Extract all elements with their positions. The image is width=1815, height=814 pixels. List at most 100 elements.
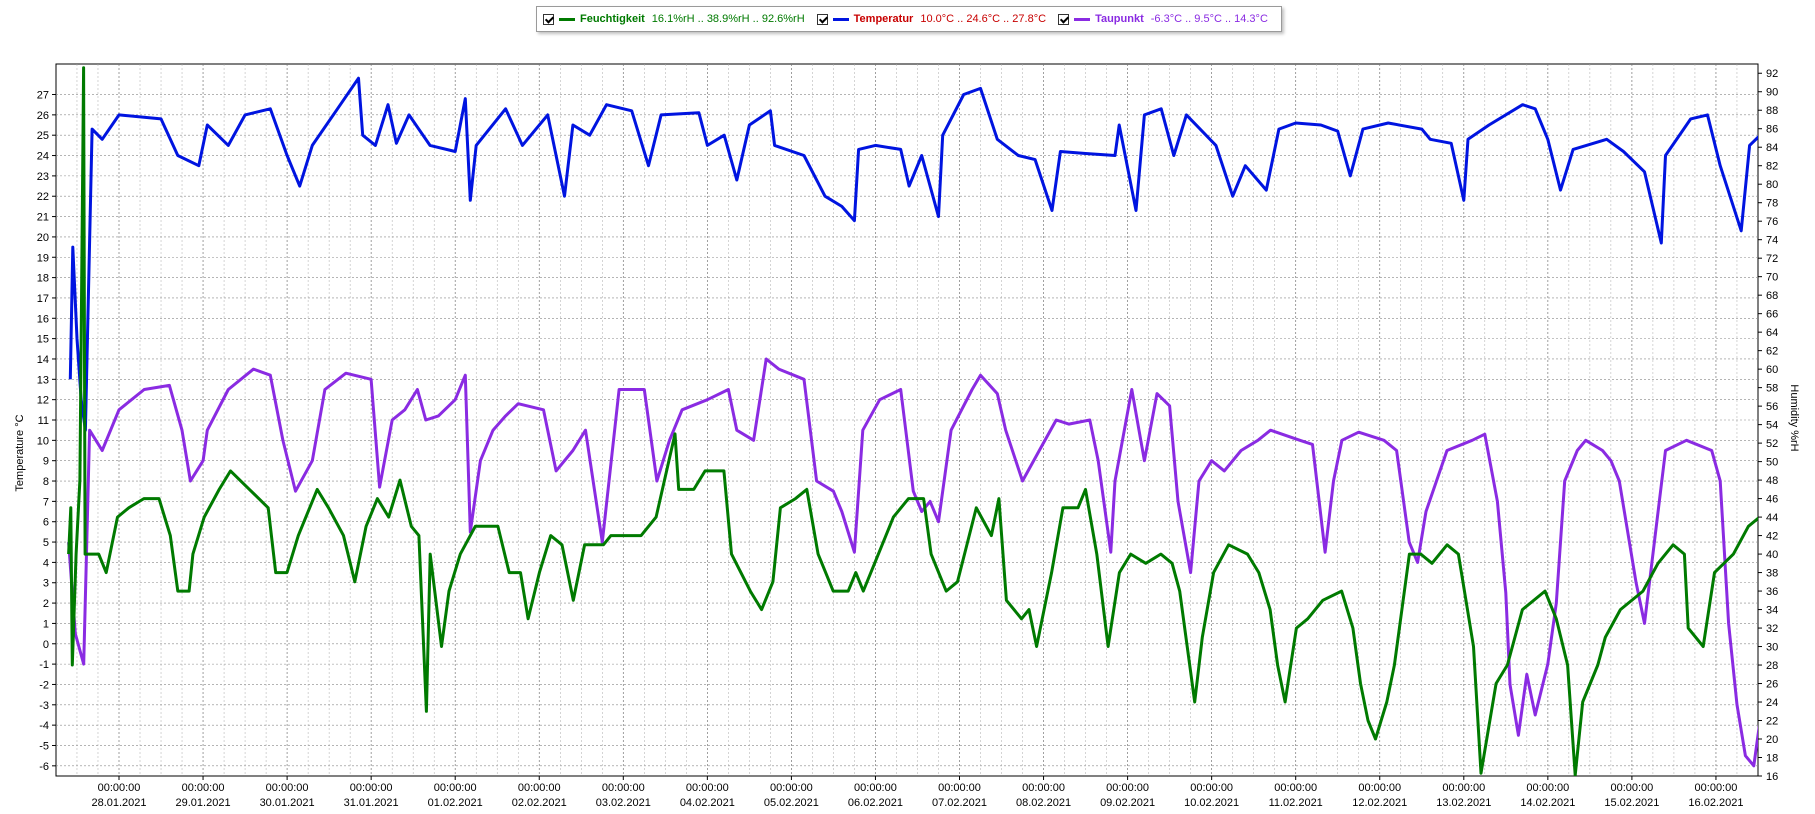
- y-tick-label-right: 48: [1766, 475, 1778, 487]
- swatch-feuchtigkeit: [559, 17, 575, 21]
- y-tick-label-left: 25: [37, 130, 49, 142]
- y-tick-label-left: 11: [38, 415, 49, 427]
- y-tick-label-left: 15: [37, 334, 49, 346]
- y-tick-label-right: 56: [1766, 401, 1778, 413]
- x-tick-date-label: 15.02.2021: [1604, 797, 1659, 809]
- y-tick-label-left: 24: [37, 151, 49, 163]
- y-tick-label-left: 8: [43, 476, 49, 488]
- x-tick-date-label: 11.02.2021: [1269, 797, 1323, 809]
- y-tick-label-right: 16: [1766, 771, 1778, 783]
- checkbox-temperatur[interactable]: [816, 13, 828, 25]
- y-tick-label-left: -5: [39, 740, 49, 752]
- x-tick-time-label: 00:00:00: [98, 782, 141, 794]
- y-tick-label-right: 78: [1766, 198, 1778, 210]
- y-tick-label-left: 26: [37, 110, 49, 122]
- swatch-temperatur: [832, 17, 849, 21]
- y-tick-label-right: 90: [1766, 87, 1778, 99]
- y-tick-label-left: 0: [43, 639, 49, 651]
- x-tick-time-label: 00:00:00: [434, 782, 477, 794]
- x-tick-date-label: 02.02.2021: [512, 797, 567, 809]
- x-tick-date-label: 05.02.2021: [764, 797, 819, 809]
- y-tick-label-right: 74: [1766, 235, 1778, 247]
- y-tick-label-right: 44: [1766, 512, 1778, 524]
- y-tick-label-right: 54: [1766, 420, 1778, 432]
- x-tick-date-label: 14.02.2021: [1520, 797, 1575, 809]
- y-tick-label-left: 14: [37, 354, 49, 366]
- checkbox-feuchtigkeit[interactable]: [543, 13, 554, 25]
- legend-range-temperatur: 10.0°C .. 24.6°C .. 27.8°C: [920, 13, 1047, 25]
- y-tick-label-right: 80: [1766, 179, 1778, 191]
- x-tick-date-label: 09.02.2021: [1100, 797, 1155, 809]
- x-tick-time-label: 00:00:00: [1274, 782, 1317, 794]
- x-tick-time-label: 00:00:00: [1190, 782, 1233, 794]
- y-tick-label-left: 18: [37, 273, 49, 285]
- x-tick-date-label: 31.01.2021: [344, 797, 399, 809]
- x-tick-time-label: 00:00:00: [350, 782, 393, 794]
- y-tick-label-right: 68: [1766, 290, 1778, 302]
- x-tick-date-label: 06.02.2021: [848, 797, 903, 809]
- x-tick-time-label: 00:00:00: [266, 782, 309, 794]
- y-tick-label-right: 30: [1766, 642, 1778, 654]
- y-tick-label-left: -6: [39, 761, 49, 773]
- x-tick-time-label: 00:00:00: [1106, 782, 1149, 794]
- y-tick-label-left: -2: [39, 679, 49, 691]
- y-tick-label-right: 66: [1766, 309, 1778, 321]
- y-tick-label-left: 5: [43, 537, 49, 549]
- y-tick-label-right: 34: [1766, 605, 1778, 617]
- y-tick-label-left: 23: [37, 171, 49, 183]
- legend-item-temperatur[interactable]: Temperatur 10.0°C .. 24.6°C .. 27.8°C: [816, 13, 1052, 25]
- x-tick-date-label: 03.02.2021: [596, 797, 651, 809]
- y-tick-label-right: 28: [1766, 660, 1778, 672]
- x-tick-time-label: 00:00:00: [1358, 782, 1401, 794]
- x-tick-time-label: 00:00:00: [1526, 782, 1569, 794]
- y-tick-label-right: 88: [1766, 105, 1778, 117]
- y-tick-label-left: 10: [37, 435, 49, 447]
- x-tick-time-label: 00:00:00: [938, 782, 981, 794]
- x-tick-time-label: 00:00:00: [854, 782, 897, 794]
- y-tick-label-left: 1: [43, 618, 49, 630]
- y-tick-label-right: 70: [1766, 272, 1778, 284]
- y-tick-label-right: 22: [1766, 716, 1778, 728]
- y-tick-label-left: 6: [43, 517, 49, 529]
- x-tick-date-label: 16.02.2021: [1688, 797, 1743, 809]
- x-tick-date-label: 08.02.2021: [1016, 797, 1071, 809]
- x-tick-date-label: 12.02.2021: [1352, 797, 1407, 809]
- x-tick-date-label: 28.01.2021: [91, 797, 146, 809]
- y-tick-label-left: 9: [43, 456, 49, 468]
- y-tick-label-right: 26: [1766, 679, 1778, 691]
- y-tick-label-right: 50: [1766, 457, 1778, 469]
- y-tick-label-right: 42: [1766, 531, 1778, 543]
- legend-item-taupunkt[interactable]: Taupunkt -6.3°C .. 9.5°C .. 14.3°C: [1058, 13, 1274, 25]
- y-tick-label-left: 7: [43, 496, 49, 508]
- y-tick-label-right: 46: [1766, 494, 1778, 506]
- y-tick-label-left: -1: [39, 659, 49, 671]
- y-tick-label-left: -3: [39, 700, 49, 712]
- y-tick-label-right: 82: [1766, 161, 1778, 173]
- y-tick-label-right: 38: [1766, 568, 1778, 580]
- y-tick-label-right: 62: [1766, 346, 1778, 358]
- x-tick-date-label: 01.02.2021: [428, 797, 483, 809]
- y-tick-label-right: 18: [1766, 753, 1778, 765]
- x-tick-time-label: 00:00:00: [518, 782, 561, 794]
- swatch-taupunkt: [1074, 17, 1091, 21]
- y-tick-label-right: 92: [1766, 68, 1778, 80]
- legend-item-feuchtigkeit[interactable]: Feuchtigkeit 16.1%rH .. 38.9%rH .. 92.6%…: [543, 13, 811, 25]
- series-line-taupunkt: [67, 357, 1758, 768]
- y-tick-label-right: 84: [1766, 142, 1778, 154]
- y-tick-label-right: 86: [1766, 124, 1778, 136]
- y-tick-label-right: 72: [1766, 253, 1778, 265]
- x-tick-time-label: 00:00:00: [1695, 782, 1738, 794]
- x-tick-time-label: 00:00:00: [1610, 782, 1653, 794]
- x-tick-date-label: 13.02.2021: [1436, 797, 1491, 809]
- checkbox-taupunkt[interactable]: [1058, 13, 1070, 25]
- x-tick-date-label: 10.02.2021: [1184, 797, 1239, 809]
- y-tick-label-right: 20: [1766, 734, 1778, 746]
- y-tick-label-right: 52: [1766, 438, 1778, 450]
- x-tick-time-label: 00:00:00: [602, 782, 645, 794]
- x-tick-time-label: 00:00:00: [182, 782, 225, 794]
- y-tick-label-right: 40: [1766, 549, 1778, 561]
- x-tick-time-label: 00:00:00: [1442, 782, 1485, 794]
- y-tick-label-left: -4: [39, 720, 49, 732]
- legend-range-feuchtigkeit: 16.1%rH .. 38.9%rH .. 92.6%rH: [651, 13, 805, 25]
